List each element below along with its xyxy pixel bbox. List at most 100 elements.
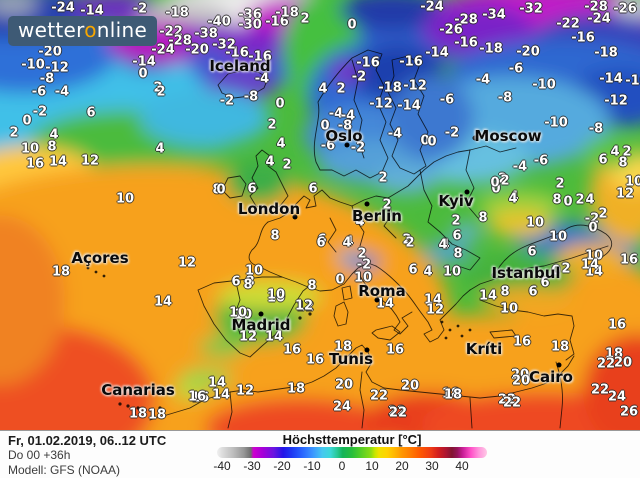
temp-value-label: -22: [159, 24, 183, 40]
temp-value-label: 10: [115, 191, 135, 207]
temp-value-label: 6: [316, 235, 326, 251]
legend-tick-label: 0: [338, 459, 346, 473]
temp-value-label: 4: [318, 81, 328, 97]
city-label-iceland: Iceland: [209, 57, 271, 75]
temp-value-label: 10: [244, 263, 264, 279]
legend-tick-label: 10: [365, 459, 379, 473]
city-label-cairo: Cairo: [529, 368, 573, 386]
temp-value-label: -14: [599, 71, 623, 87]
temp-value-label: 20: [334, 377, 354, 393]
temp-value-label: 18: [286, 381, 306, 397]
temp-value-label: -4: [340, 108, 356, 124]
city-label-london: London: [237, 200, 301, 218]
temp-value-label: 8: [453, 246, 463, 262]
temp-value-label: 4: [610, 144, 620, 160]
temp-value-label: -20: [516, 44, 540, 60]
temp-value-label: 14: [584, 264, 604, 280]
temp-value-label: 14: [211, 387, 231, 403]
logo-text-wetter: wetter: [18, 18, 85, 42]
temp-value-label: 20: [510, 367, 530, 383]
temp-value-label: 10: [353, 270, 373, 286]
temp-value-label: 2: [9, 125, 19, 141]
legend-ticks: -40 -30 -20 -10 0 10 20 30 40: [213, 458, 487, 473]
legend-colorbar: [217, 447, 487, 458]
temp-value-label: -4: [54, 84, 70, 100]
temp-value-label: 14: [207, 375, 227, 391]
temp-value-label: 22: [387, 404, 407, 420]
temp-value-label: -32: [212, 37, 236, 53]
temp-value-label: -18: [378, 80, 402, 96]
temp-value-label: 8: [500, 284, 510, 300]
city-label-roma: Roma: [358, 282, 406, 300]
city-label-istanbul: Istanbul: [491, 264, 561, 282]
temp-value-label: -16: [248, 49, 272, 65]
footer-bar: Fr, 01.02.2019, 06..12 UTC Do 00 +36h Mo…: [0, 430, 640, 478]
city-label-moscow: Moscow: [474, 127, 542, 145]
temp-value-label: -2: [444, 125, 460, 141]
weather-map: -24-14-2-18-4-22-38-28-24-20-20-16-40-36…: [0, 0, 640, 430]
temp-value-label: -24: [51, 0, 75, 16]
temp-value-label: 2: [267, 117, 277, 133]
temp-value-label: -18: [479, 41, 503, 57]
temp-value-label: -28: [454, 12, 478, 28]
temp-value-label: -4: [328, 106, 344, 122]
temp-value-label: 8: [243, 277, 253, 293]
temp-value-label: 22: [596, 356, 616, 372]
temp-value-label: -2: [351, 69, 367, 85]
temp-value-label: -6: [320, 138, 336, 154]
temp-value-label: 2: [357, 246, 367, 262]
temp-value-label: 10: [233, 307, 253, 323]
city-label-açores: Açores: [71, 249, 129, 267]
temp-value-label: -14: [132, 54, 156, 70]
temp-value-label: -2: [584, 211, 600, 227]
temp-value-label: -2: [492, 171, 508, 187]
city-label-oslo: Oslo: [325, 127, 363, 145]
city-dot: [364, 347, 370, 353]
temp-value-label: 2: [622, 144, 632, 160]
temp-value-label: 4: [355, 214, 365, 230]
temp-value-label: 10: [266, 287, 286, 303]
temp-value-label: -8: [243, 89, 259, 105]
temp-value-label: 0: [563, 194, 573, 210]
temp-value-label: 18: [147, 407, 167, 423]
temp-value-label: 12: [235, 383, 255, 399]
temp-value-label: 22: [388, 405, 408, 421]
temp-value-label: -8: [588, 121, 604, 137]
city-label-kyiv: Kyiv: [438, 192, 474, 210]
temp-value-label: -6: [533, 153, 549, 169]
temp-value-label: -12: [403, 78, 427, 94]
temp-value-label: 4: [423, 264, 433, 280]
temp-value-label: 10: [584, 248, 604, 264]
temp-value-label: 0: [420, 133, 430, 149]
legend-tick-label: -40: [213, 459, 231, 473]
temp-value-label: 10: [525, 215, 545, 231]
temp-value-label: 18: [443, 387, 463, 403]
temp-value-label: -16: [571, 30, 595, 46]
temp-value-label: 12: [80, 153, 100, 169]
temp-value-label: 4: [265, 154, 275, 170]
legend-title: Höchsttemperatur [°C]: [282, 432, 422, 447]
temp-value-label: -2: [350, 140, 366, 156]
temp-value-label: 6: [317, 232, 327, 248]
temp-value-label: -10: [532, 77, 556, 93]
temp-value-label: -38: [194, 26, 218, 42]
temp-value-label: -20: [185, 42, 209, 58]
wetteronline-logo[interactable]: wetteronline: [8, 16, 158, 46]
temp-value-label: 4: [438, 237, 448, 253]
temp-value-label: 24: [332, 399, 352, 415]
temp-value-label: 6: [540, 275, 550, 291]
temp-value-label: -8: [497, 90, 513, 106]
temp-value-label: 2: [451, 213, 461, 229]
temp-value-label: 14: [478, 288, 498, 304]
temp-value-label: 2: [282, 157, 292, 173]
city-label-kríti: Kríti: [465, 340, 503, 358]
temp-value-label: 4: [508, 191, 518, 207]
temp-value-label: 6: [408, 262, 418, 278]
temp-value-label: 18: [550, 339, 570, 355]
temp-value-label: -10: [625, 73, 640, 89]
logo-accent-o: o: [84, 18, 97, 42]
temp-value-label: 0: [320, 118, 330, 134]
temp-value-label: 16: [607, 317, 627, 333]
temp-value-label: 0: [427, 134, 437, 150]
temp-value-label: -26: [613, 1, 637, 17]
